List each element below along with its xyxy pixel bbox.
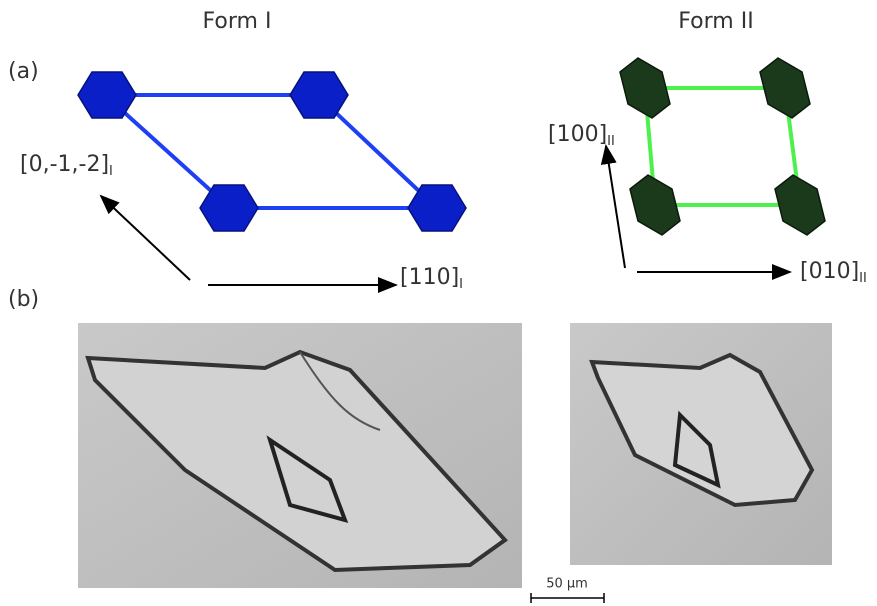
figure: Form I Form II (a) (b) [0,-1,-2]I [110]I… [0, 0, 877, 606]
panel-label: (b) [8, 287, 39, 312]
form-title: Form II [678, 9, 753, 34]
axis-arrow [606, 146, 625, 268]
form-ii-lattice [620, 58, 825, 235]
axis-label: [110]I [400, 265, 463, 292]
axis-arrow [101, 196, 190, 280]
micrograph [570, 323, 832, 565]
micrograph [78, 323, 522, 588]
form-title: Form I [203, 9, 272, 34]
scale-label: 50 μm [546, 577, 588, 592]
axis-label: [0,-1,-2]I [20, 152, 113, 179]
axis-label: [100]II [548, 122, 615, 149]
form-i-lattice [78, 72, 466, 231]
axis-label: [010]II [800, 259, 867, 286]
panel-label: (a) [8, 59, 39, 84]
